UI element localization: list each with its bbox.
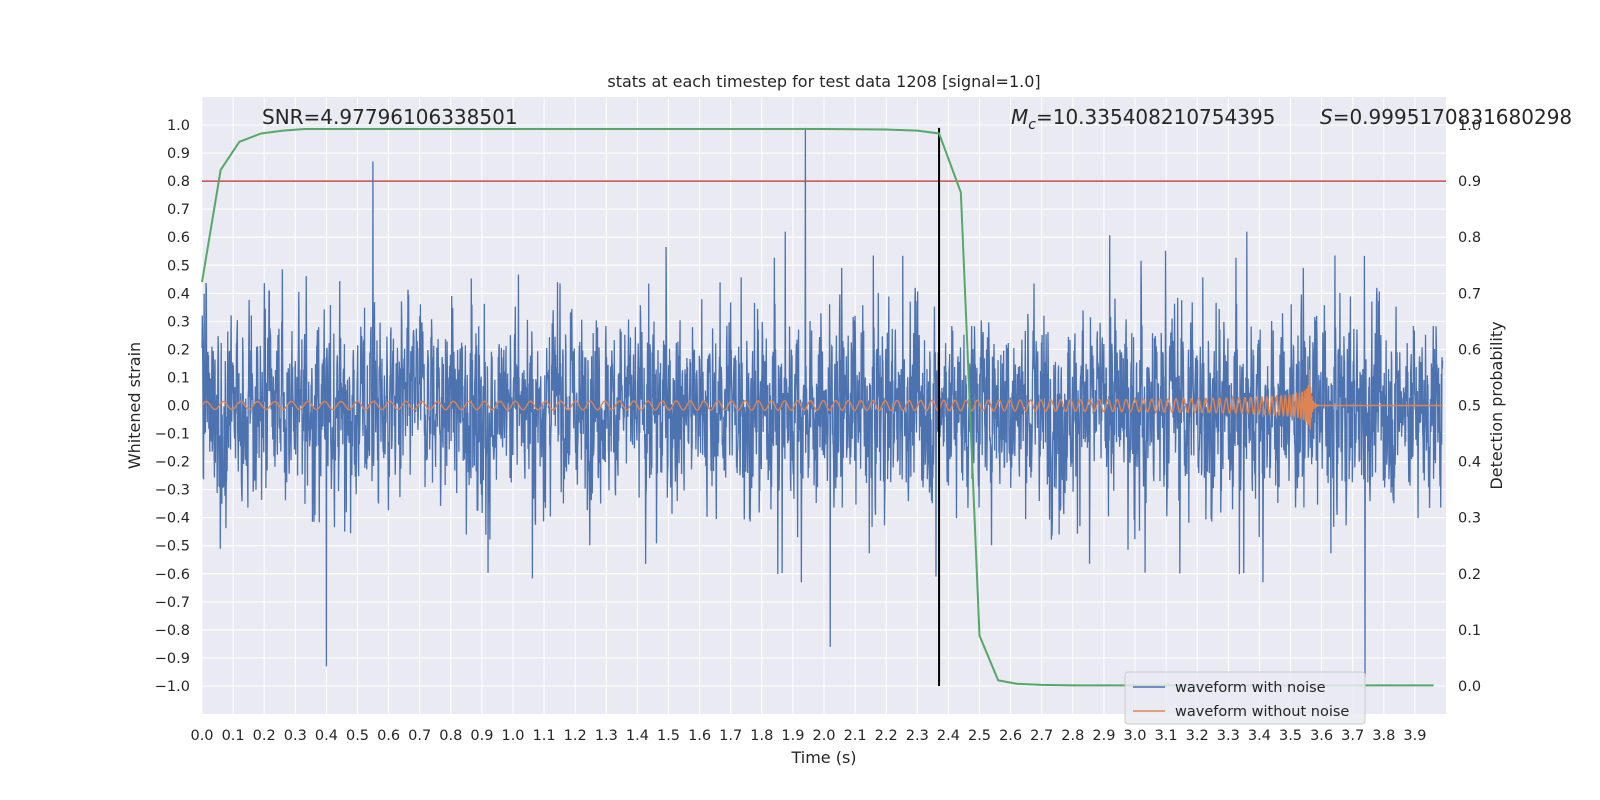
x-tick-label: 2.5 <box>968 728 991 744</box>
x-tick-label: 0.5 <box>346 728 369 744</box>
y2-axis-label: Detection probability <box>1487 321 1506 489</box>
y2-tick-label: 0.3 <box>1458 511 1481 527</box>
x-tick-label: 0.4 <box>315 728 338 744</box>
snr-annotation: SNR=4.97796106338501 <box>262 105 518 129</box>
y-tick-label: 0.6 <box>167 230 190 246</box>
y-tick-label: −0.7 <box>155 595 190 611</box>
y-tick-label: 0.5 <box>167 258 190 274</box>
x-tick-label: 3.0 <box>1123 728 1146 744</box>
x-tick-label: 3.1 <box>1155 728 1178 744</box>
x-axis-label: Time (s) <box>790 748 856 767</box>
x-tick-label: 2.9 <box>1092 728 1115 744</box>
x-tick-label: 2.3 <box>906 728 929 744</box>
mc-value: =10.335408210754395 <box>1036 105 1275 129</box>
y-tick-label: 0.2 <box>167 342 190 358</box>
y-tick-label: 0.9 <box>167 146 190 162</box>
x-tick-label: 3.3 <box>1217 728 1240 744</box>
y-tick-label: −0.3 <box>155 483 190 499</box>
y2-tick-label: 0.9 <box>1458 174 1481 190</box>
y-axis-label: Whitened strain <box>125 342 144 469</box>
x-tick-label: 3.9 <box>1403 728 1426 744</box>
x-tick-label: 2.4 <box>937 728 960 744</box>
x-tick-label: 1.4 <box>626 728 649 744</box>
clean-waveform-line <box>201 369 1443 430</box>
y-tick-label: −1.0 <box>155 679 190 695</box>
y2-tick-label: 0.4 <box>1458 455 1481 471</box>
x-tick-label: 0.2 <box>253 728 276 744</box>
y-tick-label: 0.7 <box>167 202 190 218</box>
x-tick-label: 1.9 <box>781 728 804 744</box>
y-tick-label: 0.8 <box>167 174 190 190</box>
chart-title: stats at each timestep for test data 120… <box>607 72 1040 91</box>
y2-tick-label: 0.1 <box>1458 623 1481 639</box>
probability-curve <box>201 127 1434 687</box>
legend-label-noise: waveform with noise <box>1175 680 1326 696</box>
ticks: 0.0 0.1 0.2 0.3 0.4 0.5 0.6 0.7 0.8 0.9 1.0 1.1 1.2 1… <box>155 118 1481 744</box>
x-tick-label: 2.0 <box>812 728 835 744</box>
x-tick-label: 0.6 <box>377 728 400 744</box>
mc-symbol: M <box>1011 105 1028 129</box>
y-tick-label: −0.4 <box>155 511 190 527</box>
x-tick-label: 3.7 <box>1341 728 1364 744</box>
x-tick-label: 2.7 <box>1030 728 1053 744</box>
y2-tick-label: 0.8 <box>1458 230 1481 246</box>
y-tick-label: −0.9 <box>155 651 190 667</box>
x-tick-label: 0.7 <box>408 728 431 744</box>
x-tick-label: 3.6 <box>1310 728 1333 744</box>
x-tick-label: 1.7 <box>719 728 742 744</box>
x-tick-label: 1.1 <box>533 728 556 744</box>
x-tick-label: 2.8 <box>1061 728 1084 744</box>
x-tick-label: 1.6 <box>688 728 711 744</box>
probability-line <box>201 127 1434 687</box>
x-tick-label: 2.6 <box>999 728 1022 744</box>
s-annotation: S=0.9995170831680298 <box>1320 105 1572 129</box>
x-tick-label: 1.8 <box>750 728 773 744</box>
y-tick-label: 0.3 <box>167 314 190 330</box>
x-tick-label: 1.2 <box>564 728 587 744</box>
x-tick-label: 1.3 <box>595 728 618 744</box>
legend-label-clean: waveform without noise <box>1175 704 1349 720</box>
x-tick-label: 3.5 <box>1279 728 1302 744</box>
x-tick-label: 2.1 <box>844 728 867 744</box>
x-tick-label: 2.2 <box>875 728 898 744</box>
y-tick-label: −0.2 <box>155 455 190 471</box>
x-tick-label: 0.1 <box>222 728 245 744</box>
y2-tick-label: 0.0 <box>1458 679 1481 695</box>
s-value: =0.9995170831680298 <box>1333 105 1572 129</box>
y2-tick-label: 0.7 <box>1458 286 1481 302</box>
mc-subscript: c <box>1028 117 1036 133</box>
x-tick-label: 3.2 <box>1186 728 1209 744</box>
s-symbol: S <box>1320 105 1333 129</box>
legend-box <box>1124 671 1366 725</box>
y-tick-label: −0.5 <box>155 539 190 555</box>
clean-waveform <box>201 369 1443 430</box>
x-tick-label: 3.4 <box>1248 728 1271 744</box>
x-tick-label: 1.0 <box>501 728 524 744</box>
y-tick-label: −0.8 <box>155 623 190 639</box>
y2-tick-label: 0.2 <box>1458 567 1481 583</box>
x-tick-label: 0.9 <box>470 728 493 744</box>
y-tick-label: 0.1 <box>167 370 190 386</box>
x-tick-label: 1.5 <box>657 728 680 744</box>
mc-annotation: Mc=10.335408210754395 <box>1011 105 1275 133</box>
x-tick-label: 0.3 <box>284 728 307 744</box>
y2-tick-label: 0.6 <box>1458 342 1481 358</box>
y2-tick-label: 1.0 <box>1458 118 1481 134</box>
y-tick-label: 0.4 <box>167 286 190 302</box>
y-tick-label: −0.6 <box>155 567 190 583</box>
y-tick-label: 0.0 <box>167 399 190 415</box>
y2-tick-label: 0.5 <box>1458 399 1481 415</box>
x-tick-label: 0.8 <box>439 728 462 744</box>
y-tick-label: 1.0 <box>167 118 190 134</box>
y-tick-label: −0.1 <box>155 427 190 443</box>
x-tick-label: 3.8 <box>1372 728 1395 744</box>
x-tick-label: 0.0 <box>190 728 213 744</box>
legend: waveform with noise waveform without noi… <box>1124 671 1366 725</box>
